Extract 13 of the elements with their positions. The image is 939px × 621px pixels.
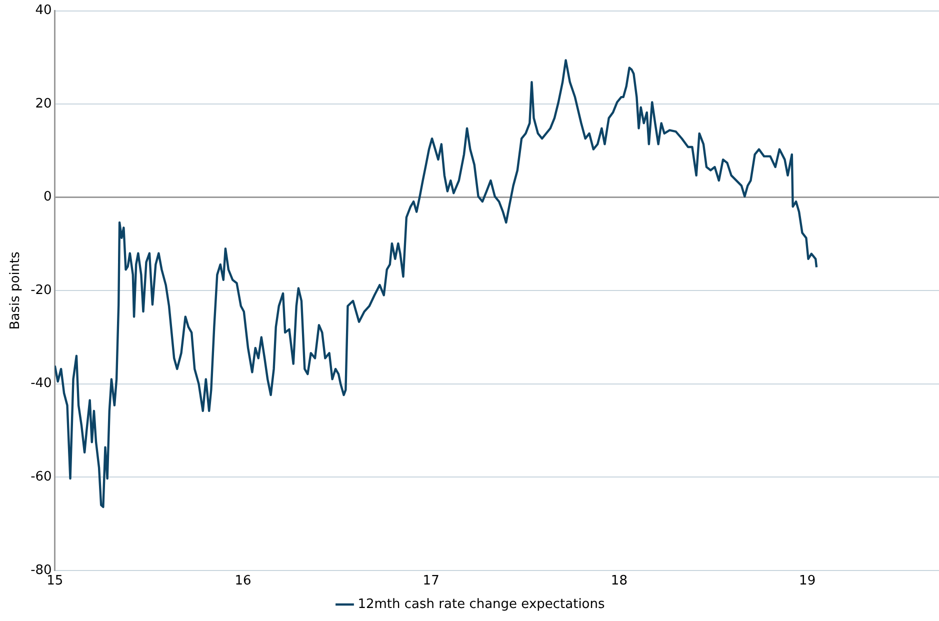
y-tick-label: -60 xyxy=(30,470,52,485)
legend-label: 12mth cash rate change expectations xyxy=(358,596,605,612)
y-tick-label: -20 xyxy=(30,282,52,298)
y-axis-title: Basis points xyxy=(8,251,24,330)
x-tick-label: 19 xyxy=(799,574,816,589)
y-tick-label: -40 xyxy=(30,376,52,392)
y-tick-label: 0 xyxy=(44,190,52,205)
x-tick-label: 18 xyxy=(610,574,628,589)
x-tick-label: 17 xyxy=(422,574,440,589)
x-tick-label: 15 xyxy=(46,574,64,589)
y-tick-label: 20 xyxy=(35,96,52,112)
y-tick-label: 40 xyxy=(35,3,52,18)
x-tick-label: 16 xyxy=(234,574,252,589)
